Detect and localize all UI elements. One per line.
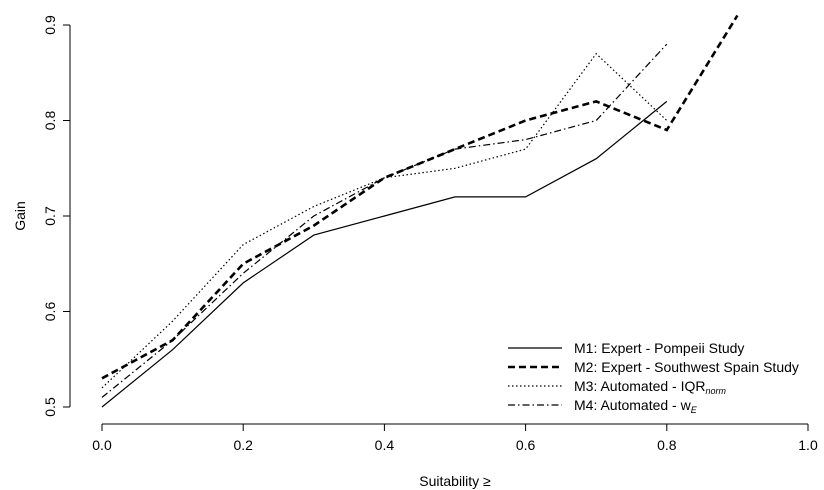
y-tick-label: 0.5 — [42, 397, 58, 417]
legend-label-m4: M4: Automated - wE — [574, 397, 698, 415]
x-tick-label: 0.8 — [657, 437, 677, 453]
legend-label-subscript: E — [691, 405, 698, 415]
y-axis-title: Gain — [12, 201, 28, 231]
legend-label-m1: M1: Expert - Pompeii Study — [574, 340, 744, 356]
legend-label-main: M2: Expert - Southwest Spain Study — [574, 359, 799, 375]
y-tick-label: 0.8 — [42, 111, 58, 131]
x-tick-label: 0.0 — [92, 437, 112, 453]
legend-label-main: M4: Automated - w — [574, 397, 692, 413]
y-tick-label: 0.7 — [42, 206, 58, 226]
legend-label-main: M3: Automated - IQR — [574, 378, 706, 394]
series-line-m2 — [101, 14, 739, 380]
legend-label-main: M1: Expert - Pompeii Study — [574, 340, 744, 356]
x-tick-label: 0.4 — [375, 437, 395, 453]
x-axis-title: Suitability ≥ — [419, 473, 491, 489]
series-group — [101, 14, 739, 408]
y-tick-label: 0.9 — [42, 15, 58, 35]
legend-label-subscript: norm — [706, 386, 727, 396]
legend-label-m2: M2: Expert - Southwest Spain Study — [574, 359, 799, 375]
x-tick-label: 1.0 — [798, 437, 818, 453]
series-line-m4 — [101, 43, 668, 398]
axes: 0.0 0.2 0.4 0.6 0.8 1.0 0.5 0.6 0.7 0.8 0.9 — [42, 15, 818, 453]
x-tick-label: 0.6 — [516, 437, 536, 453]
series-line-m1 — [101, 100, 668, 408]
y-tick-label: 0.6 — [42, 302, 58, 322]
legend-label-m3: M3: Automated - IQRnorm — [574, 378, 727, 396]
x-tick-label: 0.2 — [233, 437, 253, 453]
series-line-m3 — [101, 52, 668, 389]
legend: M1: Expert - Pompeii Study M2: Expert - S… — [508, 340, 799, 415]
